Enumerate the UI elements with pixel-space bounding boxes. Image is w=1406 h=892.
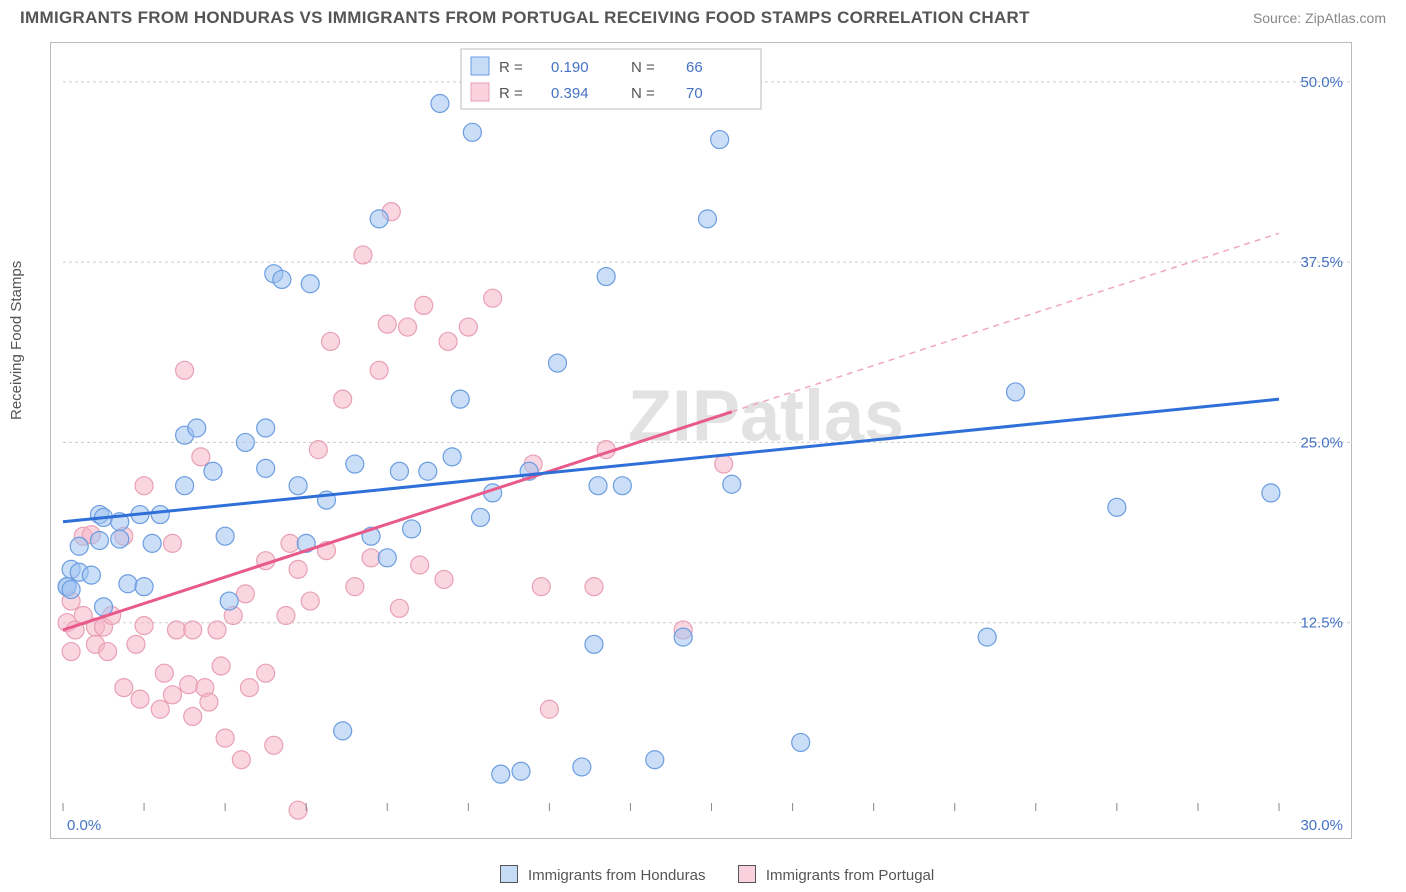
svg-text:37.5%: 37.5% bbox=[1300, 254, 1343, 271]
svg-text:R =: R = bbox=[499, 85, 523, 102]
chart-area: 12.5% 25.0% 37.5% 50.0% ZIPatlas 0.0% 30.0% R =… bbox=[50, 42, 1352, 839]
svg-text:30.0%: 30.0% bbox=[1300, 817, 1343, 834]
legend-swatch-portugal bbox=[738, 865, 756, 883]
svg-text:25.0%: 25.0% bbox=[1300, 434, 1343, 451]
svg-text:0.0%: 0.0% bbox=[67, 817, 101, 834]
svg-text:R =: R = bbox=[499, 59, 523, 76]
svg-text:N =: N = bbox=[631, 59, 655, 76]
svg-text:N =: N = bbox=[631, 85, 655, 102]
bottom-legend: Immigrants from Honduras Immigrants from… bbox=[0, 865, 1406, 884]
y-axis-label: Receiving Food Stamps bbox=[8, 261, 25, 420]
scatter-chart: 12.5% 25.0% 37.5% 50.0% ZIPatlas 0.0% 30.0% R =… bbox=[51, 43, 1351, 838]
legend-swatch-honduras bbox=[500, 865, 518, 883]
legend-label-honduras: Immigrants from Honduras bbox=[528, 867, 706, 884]
svg-text:66: 66 bbox=[686, 59, 703, 76]
svg-text:50.0%: 50.0% bbox=[1300, 74, 1343, 91]
svg-text:12.5%: 12.5% bbox=[1300, 615, 1343, 632]
svg-text:ZIPatlas: ZIPatlas bbox=[628, 377, 904, 457]
svg-text:70: 70 bbox=[686, 85, 703, 102]
svg-text:0.394: 0.394 bbox=[551, 85, 589, 102]
svg-text:0.190: 0.190 bbox=[551, 59, 589, 76]
source-label: Source: ZipAtlas.com bbox=[1253, 10, 1386, 26]
legend-label-portugal: Immigrants from Portugal bbox=[766, 867, 934, 884]
chart-title: IMMIGRANTS FROM HONDURAS VS IMMIGRANTS F… bbox=[20, 8, 1030, 28]
